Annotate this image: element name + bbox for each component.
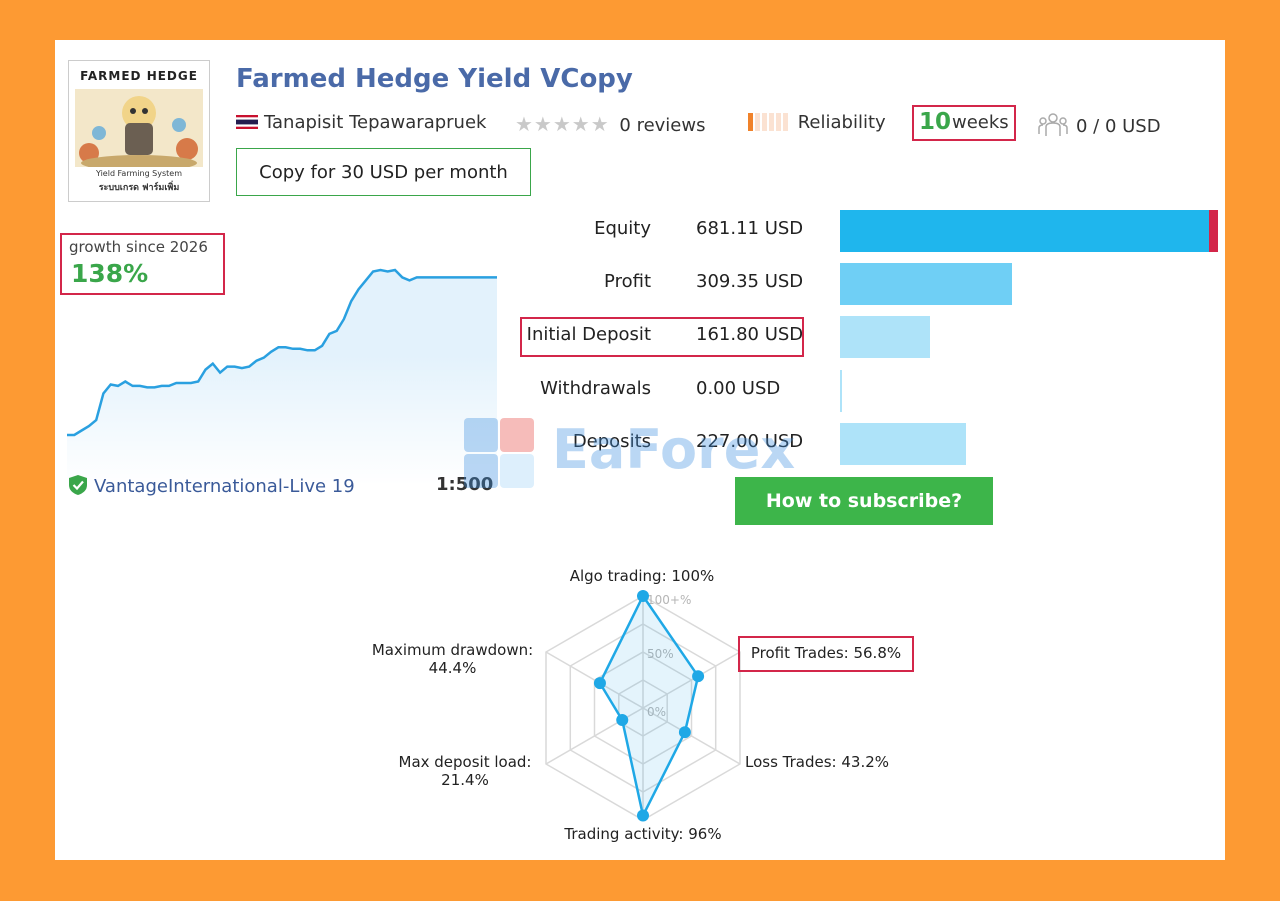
radar-label-4: Max deposit load: 21.4% — [385, 753, 545, 789]
stat-value-equity: 681.11 USD — [696, 218, 804, 239]
growth-value: 138% — [71, 259, 149, 288]
star-icon: ★★★★★ — [515, 112, 610, 136]
radar-spoke — [642, 651, 741, 709]
avatar-illustration — [75, 89, 203, 195]
stat-label-initial-deposit: Initial Deposit — [526, 324, 651, 345]
radar-spoke — [545, 651, 644, 709]
equity-marker — [1209, 210, 1218, 252]
radar-point[interactable] — [593, 677, 606, 690]
radar-data-polygon — [598, 593, 700, 820]
stat-bar-equity — [840, 210, 1218, 252]
eaforex-logo-icon — [464, 418, 534, 488]
thailand-flag-icon — [236, 115, 258, 129]
growth-label: growth since 2026 — [69, 238, 208, 256]
radar-label-0: Algo trading: 100% — [552, 567, 732, 585]
users-icon — [1038, 113, 1068, 136]
eaforex-watermark: EaForex — [460, 410, 825, 490]
author[interactable]: Tanapisit Tepawarapruek — [236, 112, 486, 133]
rating[interactable]: ★★★★★ 0 reviews — [515, 112, 705, 136]
signal-title[interactable]: Farmed Hedge Yield VCopy — [236, 64, 633, 94]
radar-label-text: Profit Trades: 56.8% — [750, 644, 902, 662]
verified-shield-icon — [69, 475, 87, 495]
growth-line — [67, 268, 497, 437]
stat-label-deposits: Deposits — [572, 431, 651, 452]
weeks-number: 10 — [919, 109, 952, 135]
subscribers[interactable]: 0 / 0 USD — [1038, 112, 1161, 138]
radar-label-text: Trading activity: 96% — [564, 825, 722, 843]
reliability-bars-icon — [748, 113, 788, 131]
stat-label-equity: Equity — [594, 218, 651, 239]
author-name: Tanapisit Tepawarapruek — [264, 112, 487, 133]
radar-spoke — [642, 707, 741, 765]
reviews-count: 0 reviews — [619, 115, 706, 136]
radar-point[interactable] — [678, 726, 691, 739]
server-name: VantageInternational-Live 19 — [94, 476, 355, 497]
watermark-text: EaForex — [552, 418, 796, 481]
radar-tick-label: 100+% — [647, 593, 691, 607]
weeks-unit: weeks — [952, 112, 1009, 133]
radar-point[interactable] — [692, 670, 705, 683]
server-link[interactable]: VantageInternational-Live 19 — [68, 474, 355, 497]
radar-tick-label: 50% — [647, 647, 674, 661]
radar-label-2: Loss Trades: 43.2% — [745, 753, 905, 771]
initial-deposit-highlight — [520, 317, 804, 357]
avatar-caption-1: Yield Farming System — [95, 169, 183, 178]
stat-bar-profit — [840, 263, 1012, 305]
signal-card: FARMED HEDGE Yield Farming System ระบบเก… — [55, 40, 1225, 860]
growth-box: growth since 2026 138% — [60, 233, 225, 295]
radar-label-text: Algo trading: 100% — [569, 567, 715, 585]
reliability-label: Reliability — [797, 112, 886, 133]
radar-point[interactable] — [616, 713, 629, 726]
radar-label-value: 44.4% — [428, 659, 477, 677]
weeks-badge: 10 weeks — [912, 105, 1016, 141]
stat-label-withdrawals: Withdrawals — [540, 378, 651, 399]
subscribers-value: 0 / 0 USD — [1076, 116, 1161, 137]
radar-label-value: 21.4% — [441, 771, 489, 789]
stat-value-deposits: 227.00 USD — [696, 431, 804, 452]
stat-bar-deposits — [840, 423, 966, 465]
stat-label-profit: Profit — [604, 271, 651, 292]
radar-tick-label: 0% — [647, 705, 666, 719]
stat-value-profit: 309.35 USD — [696, 271, 804, 292]
radar-label-5: Maximum drawdown: 44.4% — [360, 641, 545, 677]
stat-value-withdrawals: 0.00 USD — [696, 378, 781, 399]
radar-label-text: Loss Trades: 43.2% — [745, 753, 890, 771]
radar-label-1: Profit Trades: 56.8% — [738, 636, 914, 672]
radar-point[interactable] — [637, 809, 649, 822]
radar-point[interactable] — [637, 590, 649, 602]
radar-label-text: Max deposit load: — [398, 753, 532, 771]
growth-chart — [67, 268, 497, 485]
leverage: 1:500 — [436, 474, 493, 495]
radar-label-text: Maximum drawdown: — [371, 641, 534, 659]
signal-avatar[interactable]: FARMED HEDGE Yield Farming System ระบบเก… — [68, 60, 210, 202]
reliability[interactable]: Reliability — [748, 112, 886, 133]
radar-label-3: Trading activity: 96% — [548, 825, 738, 843]
stat-bar-initial-deposit — [840, 316, 930, 358]
radar-chart: 100+% 50% 0% — [545, 590, 741, 822]
stat-value-initial-deposit: 161.80 USD — [696, 324, 804, 345]
growth-fade — [67, 355, 497, 485]
stat-bar-withdrawals — [840, 370, 842, 412]
how-to-subscribe-button[interactable]: How to subscribe? — [735, 477, 993, 525]
copy-button[interactable]: Copy for 30 USD per month — [236, 148, 531, 196]
avatar-caption-2: ระบบเกรด ฟาร์มเพิ่ม — [98, 183, 180, 193]
avatar-title: FARMED HEDGE — [80, 69, 198, 83]
